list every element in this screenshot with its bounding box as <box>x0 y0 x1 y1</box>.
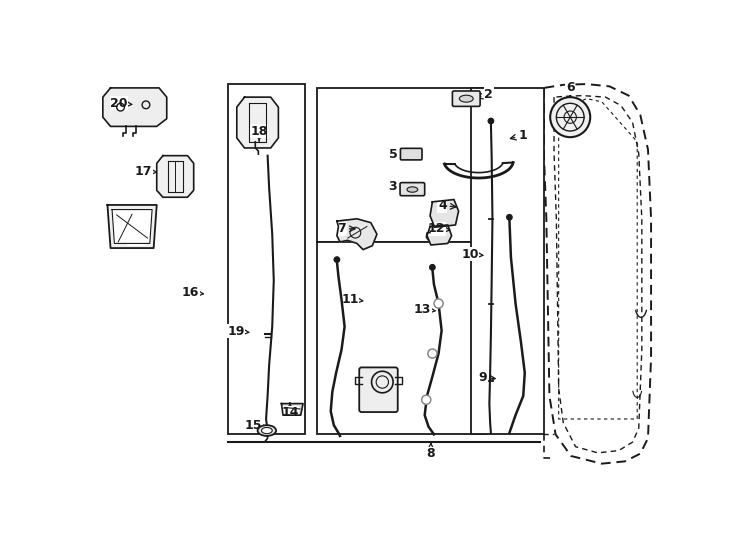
Text: 3: 3 <box>388 180 406 193</box>
Circle shape <box>423 397 429 403</box>
FancyBboxPatch shape <box>359 367 398 412</box>
Polygon shape <box>157 156 194 197</box>
Text: 9: 9 <box>478 371 495 384</box>
Text: 21: 21 <box>127 228 145 245</box>
Text: 16: 16 <box>182 286 203 299</box>
Circle shape <box>550 97 590 137</box>
Polygon shape <box>103 88 167 126</box>
Text: 18: 18 <box>250 125 268 141</box>
Text: 11: 11 <box>341 293 363 306</box>
Text: 15: 15 <box>245 420 266 433</box>
Bar <box>228 84 305 434</box>
Bar <box>317 88 487 242</box>
Text: 10: 10 <box>462 248 483 261</box>
Circle shape <box>435 300 442 307</box>
Circle shape <box>506 214 512 220</box>
Text: 6: 6 <box>566 82 575 96</box>
Text: 20: 20 <box>110 97 132 110</box>
Text: 14: 14 <box>281 403 299 420</box>
FancyBboxPatch shape <box>401 148 422 160</box>
FancyBboxPatch shape <box>400 183 425 195</box>
Circle shape <box>434 299 443 308</box>
Circle shape <box>488 118 493 124</box>
Text: 7: 7 <box>337 222 355 235</box>
Polygon shape <box>237 97 278 148</box>
Polygon shape <box>112 210 152 244</box>
Ellipse shape <box>407 187 418 192</box>
Circle shape <box>428 349 437 358</box>
Text: 5: 5 <box>389 147 407 160</box>
Text: 4: 4 <box>438 199 456 212</box>
Text: 8: 8 <box>426 443 435 460</box>
Text: 13: 13 <box>414 303 435 316</box>
Text: 1: 1 <box>510 129 527 142</box>
Ellipse shape <box>459 95 473 102</box>
Text: 19: 19 <box>228 325 249 338</box>
Text: 12: 12 <box>427 222 450 235</box>
Polygon shape <box>281 403 303 415</box>
Polygon shape <box>430 200 459 227</box>
Circle shape <box>429 350 435 356</box>
Ellipse shape <box>261 428 272 434</box>
Bar <box>471 88 544 434</box>
Bar <box>317 242 487 434</box>
Polygon shape <box>107 205 157 248</box>
Circle shape <box>429 265 435 270</box>
FancyBboxPatch shape <box>452 91 480 106</box>
Circle shape <box>334 257 340 262</box>
Polygon shape <box>337 219 377 249</box>
Circle shape <box>421 395 431 404</box>
Polygon shape <box>427 225 451 245</box>
Ellipse shape <box>258 425 276 436</box>
Text: 17: 17 <box>135 165 156 178</box>
Text: 2: 2 <box>477 87 493 100</box>
